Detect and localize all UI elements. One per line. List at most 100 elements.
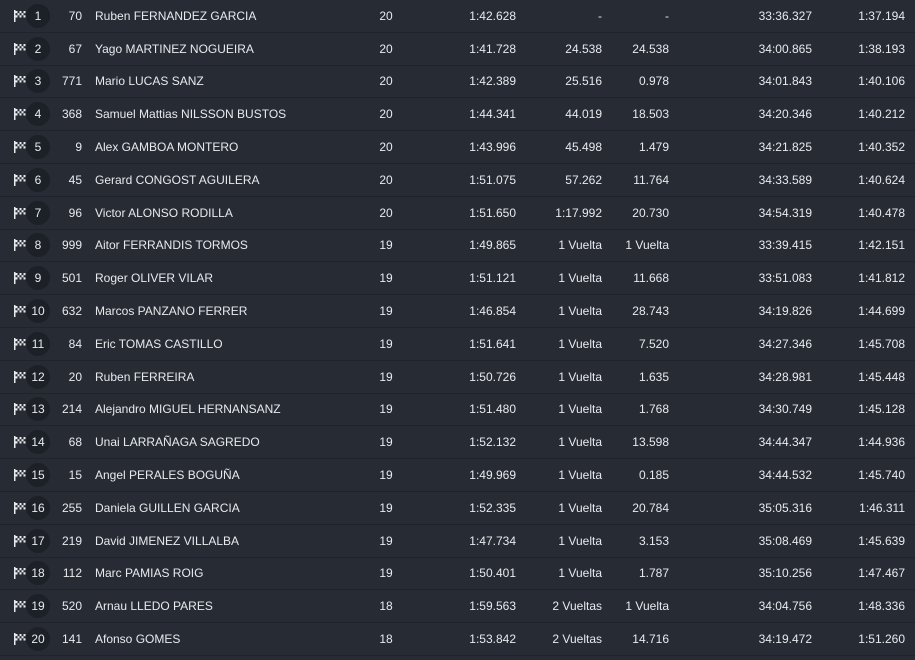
table-row[interactable]: 20 141 Afonso GOMES 18 1:53.842 2 Vuelta… xyxy=(0,623,915,656)
checkered-flag-icon xyxy=(14,633,26,646)
table-row[interactable]: 6 45 Gerard CONGOST AGUILERA 20 1:51.075… xyxy=(0,164,915,197)
rider-name[interactable]: Unai LARRAÑAGA SAGREDO xyxy=(95,435,260,450)
table-row[interactable]: 4 368 Samuel Mattias NILSSON BUSTOS 20 1… xyxy=(0,98,915,132)
table-row[interactable]: 17 219 David JIMENEZ VILLALBA 19 1:47.73… xyxy=(0,525,915,558)
gap: 44.019 xyxy=(565,107,602,122)
checkered-flag-icon xyxy=(14,436,26,449)
rider-name[interactable]: Angel PERALES BOGUÑA xyxy=(95,468,240,483)
rider-name[interactable]: Ruben FERREIRA xyxy=(95,369,195,384)
laps: 18 xyxy=(379,599,393,614)
rider-name[interactable]: Samuel Mattias NILSSON BUSTOS xyxy=(95,107,287,122)
best-lap: 1:41.728 xyxy=(469,41,516,56)
rider-number: 84 xyxy=(68,336,82,351)
checkered-flag-icon xyxy=(14,370,26,383)
table-row[interactable]: 14 68 Unai LARRAÑAGA SAGREDO 19 1:52.132… xyxy=(0,426,915,460)
last-lap: 1:51.260 xyxy=(858,632,905,647)
best-lap: 1:46.854 xyxy=(469,304,516,319)
rider-name[interactable]: Arnau LLEDO PARES xyxy=(95,599,213,614)
laps: 19 xyxy=(379,304,393,319)
interval: 11.764 xyxy=(633,172,669,187)
table-row[interactable]: 19 520 Arnau LLEDO PARES 18 1:59.563 2 V… xyxy=(0,590,915,624)
position-badge: 1 xyxy=(26,3,50,28)
rider-name[interactable]: David JIMENEZ VILLALBA xyxy=(95,533,240,548)
position-badge: 15 xyxy=(26,463,50,488)
rider-name[interactable]: Roger OLIVER VILAR xyxy=(95,271,214,286)
gap: 1 Vuelta xyxy=(558,468,602,483)
last-lap: 1:48.336 xyxy=(858,599,905,614)
laps: 19 xyxy=(379,336,393,351)
position-badge: 10 xyxy=(26,299,50,324)
last-lap: 1:44.699 xyxy=(858,304,905,319)
table-row[interactable]: 1 70 Ruben FERNANDEZ GARCIA 20 1:42.628 … xyxy=(0,0,915,33)
best-lap: 1:53.842 xyxy=(469,632,516,647)
table-row[interactable]: 15 15 Angel PERALES BOGUÑA 19 1:49.969 1… xyxy=(0,459,915,492)
table-row[interactable]: 9 501 Roger OLIVER VILAR 19 1:51.121 1 V… xyxy=(0,262,915,296)
total-time: 33:39.415 xyxy=(758,238,812,253)
rider-number: 96 xyxy=(68,205,82,220)
table-row[interactable]: 18 112 Marc PAMIAS ROIG 19 1:50.401 1 Vu… xyxy=(0,558,915,591)
table-row[interactable]: 5 9 Alex GAMBOA MONTERO 20 1:43.996 45.4… xyxy=(0,131,915,164)
position-badge: 18 xyxy=(26,561,50,586)
table-row[interactable]: 8 999 Aitor FERRANDIS TORMOS 19 1:49.865… xyxy=(0,230,915,263)
position-badge: 5 xyxy=(26,135,50,160)
rider-name[interactable]: Daniela GUILLEN GARCIA xyxy=(95,500,240,515)
table-row[interactable]: 12 20 Ruben FERREIRA 19 1:50.726 1 Vuelt… xyxy=(0,361,915,394)
gap: 1 Vuelta xyxy=(558,238,602,253)
last-lap: 1:47.467 xyxy=(858,566,905,581)
checkered-flag-icon xyxy=(14,42,26,55)
rider-name[interactable]: Mario LUCAS SANZ xyxy=(95,74,204,89)
rider-name[interactable]: Victor ALONSO RODILLA xyxy=(95,205,233,220)
interval: 1.768 xyxy=(638,402,669,417)
total-time: 34:27.346 xyxy=(758,336,812,351)
gap: 25.516 xyxy=(565,74,602,89)
rider-name[interactable]: Eric TOMAS CASTILLO xyxy=(95,336,223,351)
total-time: 35:10.256 xyxy=(758,566,812,581)
checkered-flag-icon xyxy=(14,501,26,514)
checkered-flag-icon xyxy=(14,600,26,613)
table-row[interactable]: 10 632 Marcos PANZANO FERRER 19 1:46.854… xyxy=(0,295,915,328)
gap: 1 Vuelta xyxy=(558,369,602,384)
table-row[interactable]: 3 771 Mario LUCAS SANZ 20 1:42.389 25.51… xyxy=(0,66,915,99)
rider-name[interactable]: Marc PAMIAS ROIG xyxy=(95,566,204,581)
table-row[interactable]: 16 255 Daniela GUILLEN GARCIA 19 1:52.33… xyxy=(0,492,915,525)
table-row[interactable]: 13 214 Alejandro MIGUEL HERNANSANZ 19 1:… xyxy=(0,394,915,427)
rider-number: 219 xyxy=(61,533,82,548)
checkered-flag-icon xyxy=(14,567,26,580)
total-time: 34:00.865 xyxy=(758,41,812,56)
rider-number: 15 xyxy=(68,468,82,483)
rider-number: 67 xyxy=(68,41,82,56)
rider-number: 255 xyxy=(61,500,82,515)
interval: 13.598 xyxy=(632,435,669,450)
checkered-flag-icon xyxy=(14,337,26,350)
laps: 18 xyxy=(379,632,393,647)
rider-name[interactable]: Alex GAMBOA MONTERO xyxy=(95,140,239,155)
rider-number: 141 xyxy=(61,632,82,647)
rider-name[interactable]: Aitor FERRANDIS TORMOS xyxy=(95,238,248,253)
table-row[interactable]: 7 96 Victor ALONSO RODILLA 20 1:51.650 1… xyxy=(0,197,915,230)
checkered-flag-icon xyxy=(14,239,26,252)
interval: 3.153 xyxy=(638,533,669,548)
checkered-flag-icon xyxy=(14,534,26,547)
total-time: 33:51.083 xyxy=(758,271,812,286)
rider-name[interactable]: Marcos PANZANO FERRER xyxy=(95,304,248,319)
rider-name[interactable]: Afonso GOMES xyxy=(95,632,181,647)
total-time: 34:01.843 xyxy=(758,74,812,89)
laps: 19 xyxy=(379,271,393,286)
table-row[interactable]: 11 84 Eric TOMAS CASTILLO 19 1:51.641 1 … xyxy=(0,328,915,361)
checkered-flag-icon xyxy=(14,141,26,154)
rider-name[interactable]: Gerard CONGOST AGUILERA xyxy=(95,172,260,187)
gap: 1 Vuelta xyxy=(558,304,602,319)
last-lap: 1:40.212 xyxy=(858,107,905,122)
last-lap: 1:40.106 xyxy=(858,74,905,89)
rider-name[interactable]: Alejandro MIGUEL HERNANSANZ xyxy=(95,402,281,417)
position-badge: 13 xyxy=(26,397,50,422)
rider-name[interactable]: Ruben FERNANDEZ GARCIA xyxy=(95,8,257,23)
rider-name[interactable]: Yago MARTINEZ NOGUEIRA xyxy=(95,41,254,56)
total-time: 34:30.749 xyxy=(758,402,812,417)
checkered-flag-icon xyxy=(14,272,26,285)
interval: 7.520 xyxy=(638,336,669,351)
total-time: 35:08.469 xyxy=(758,533,812,548)
best-lap: 1:42.389 xyxy=(469,74,516,89)
table-row[interactable]: 2 67 Yago MARTINEZ NOGUEIRA 20 1:41.728 … xyxy=(0,33,915,66)
laps: 19 xyxy=(379,566,393,581)
